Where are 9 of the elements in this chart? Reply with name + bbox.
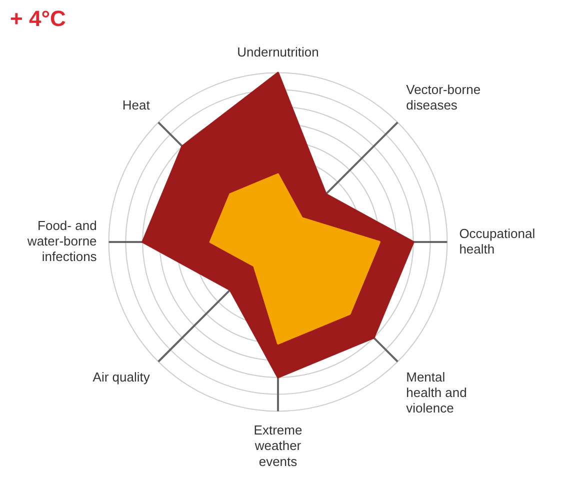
- chart-title: + 4°C: [10, 6, 66, 32]
- spoke-label: Occupational health: [459, 226, 536, 256]
- spoke-label: Food- and water-borne infections: [26, 218, 98, 264]
- spoke-label: Heat: [122, 98, 150, 113]
- spoke-label: Mental health and violence: [406, 370, 467, 416]
- spoke-label: Vector-borne diseases: [406, 82, 481, 113]
- spoke-label: Extreme weather events: [254, 422, 302, 469]
- spoke-label: Air quality: [92, 370, 150, 385]
- spoke-label: Undernutrition: [237, 44, 319, 60]
